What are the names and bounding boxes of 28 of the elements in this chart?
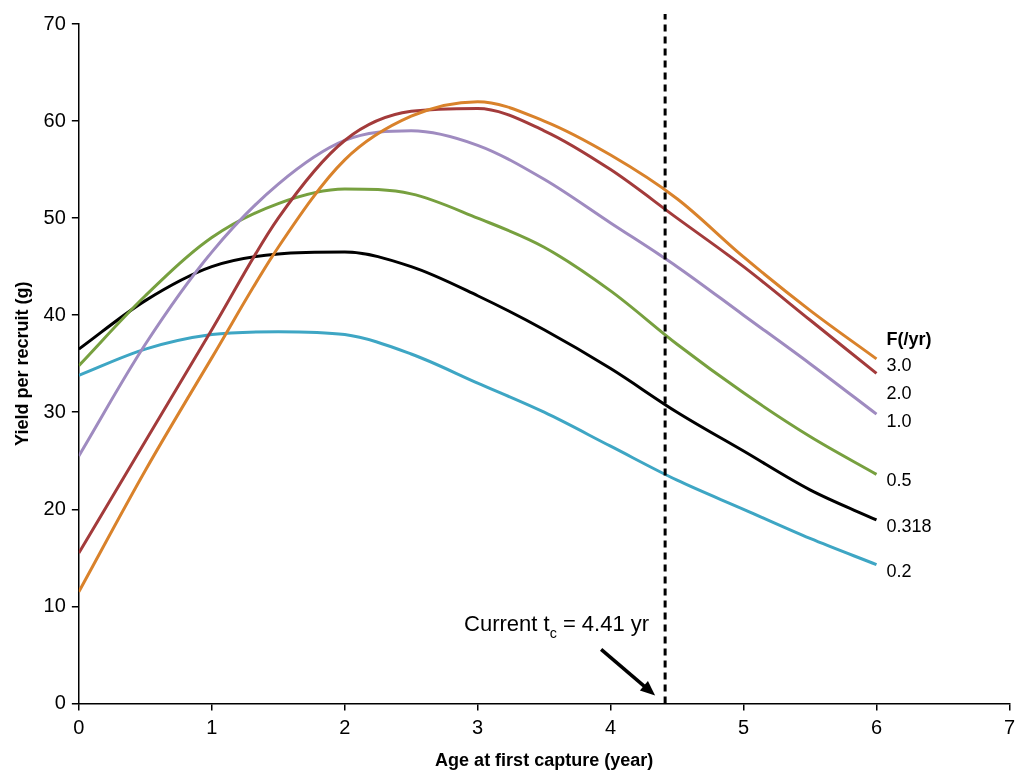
- series-label: 1.0: [886, 410, 912, 431]
- x-tick-label: 7: [1003, 715, 1015, 738]
- series-label: 0.2: [886, 560, 912, 581]
- y-tick-label: 30: [43, 399, 66, 422]
- x-tick-label: 1: [206, 715, 218, 738]
- series-label: 3.0: [886, 354, 912, 375]
- x-tick-label: 2: [339, 715, 351, 738]
- y-axis-title: Yield per recruit (g): [11, 281, 32, 446]
- y-tick-label: 70: [43, 11, 66, 34]
- line-series: [78, 330, 878, 567]
- y-tick-label: 0: [54, 690, 66, 713]
- series-label: 0.5: [886, 470, 912, 491]
- series-label: 2.0: [886, 382, 912, 403]
- line-series: [78, 129, 878, 458]
- y-tick-label: 40: [43, 302, 66, 325]
- y-tick-label: 60: [43, 108, 66, 131]
- legend-title: F(/yr): [886, 328, 932, 349]
- x-tick-label: 0: [73, 715, 85, 738]
- x-tick-label: 3: [472, 715, 484, 738]
- y-tick-label: 50: [43, 205, 66, 228]
- line-series: [78, 187, 878, 476]
- x-tick-label: 4: [605, 715, 617, 738]
- y-tick-label: 10: [43, 593, 66, 616]
- x-tick-label: 5: [737, 715, 750, 738]
- y-tick-label: 20: [43, 496, 66, 519]
- x-tick-label: 6: [870, 715, 883, 738]
- series-label: 0.318: [886, 515, 932, 536]
- x-axis-title: Age at first capture (year): [435, 750, 654, 771]
